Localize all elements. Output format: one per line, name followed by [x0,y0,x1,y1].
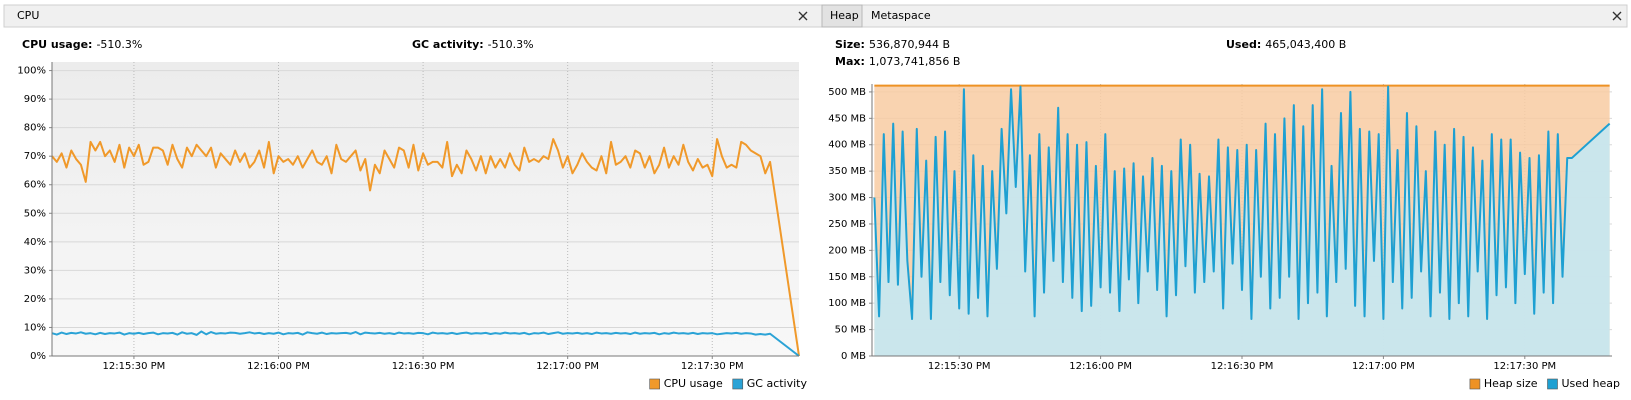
y-tick-label: 50 MB [835,325,867,336]
stat-value: -510.3% [488,38,534,51]
y-tick-label: 450 MB [828,113,866,124]
legend-swatch [732,378,744,390]
y-tick-label: 350 MB [828,166,866,177]
stat-label: Used: [1226,38,1261,51]
y-tick-label: 80% [24,123,46,134]
x-tick-label: 12:17:00 PM [536,361,599,372]
y-tick-label: 100 MB [828,298,866,309]
x-tick-label: 12:15:30 PM [928,361,991,372]
y-tick-label: 300 MB [828,193,866,204]
panel-title: CPU [17,9,39,22]
x-tick-label: 12:16:00 PM [1069,361,1132,372]
y-tick-label: 400 MB [828,140,866,151]
close-button[interactable] [1612,11,1622,21]
stat-label: CPU usage: [22,38,92,51]
y-tick-label: 90% [24,94,46,105]
stat-label: Size: [835,38,865,51]
y-tick-label: 10% [24,322,46,333]
series-line [873,85,1611,321]
y-tick-label: 30% [24,265,46,276]
stat-label: GC activity: [412,38,484,51]
y-tick-label: 60% [24,180,46,191]
x-tick-label: 12:17:30 PM [1493,361,1556,372]
legend-label: Used heap [1562,377,1621,390]
y-tick-label: 40% [24,237,46,248]
stat-value: 465,043,400 B [1265,38,1346,51]
y-tick-label: 150 MB [828,272,866,283]
y-tick-label: 70% [24,151,46,162]
legend-swatch [1469,378,1481,390]
legend-label: GC activity [747,377,808,390]
legend-swatch [649,378,660,390]
tab[interactable]: Heap [830,9,859,22]
stat-value: 1,073,741,856 B [869,55,961,68]
y-tick-label: 0% [30,351,46,362]
x-tick-label: 12:16:30 PM [392,361,455,372]
legend-label: CPU usage [664,377,723,390]
stat-label: Max: [835,55,865,68]
stat-value: 536,870,944 B [869,38,950,51]
x-tick-label: 12:16:30 PM [1211,361,1274,372]
series-area [874,86,1610,356]
series-line [51,330,800,357]
x-tick-label: 12:17:30 PM [681,361,744,372]
x-tick-label: 12:15:30 PM [103,361,166,372]
y-tick-label: 50% [24,208,46,219]
y-tick-label: 200 MB [828,245,866,256]
cpu-header [3,4,835,28]
y-tick-label: 100% [17,66,46,77]
tab[interactable]: Metaspace [871,9,931,22]
x-tick-label: 12:16:00 PM [247,361,310,372]
series-line [51,138,800,357]
x-tick-label: 12:17:00 PM [1352,361,1415,372]
memory-header [821,4,1628,28]
y-tick-label: 250 MB [828,219,866,230]
y-tick-label: 0 MB [841,351,866,362]
legend-label: Heap size [1484,377,1538,390]
stat-value: -510.3% [96,38,142,51]
legend-swatch [1547,378,1558,390]
y-tick-label: 500 MB [828,87,866,98]
y-tick-label: 20% [24,294,46,305]
plot-area [52,62,799,356]
tab-selected[interactable] [821,4,863,28]
close-button[interactable] [798,11,808,21]
